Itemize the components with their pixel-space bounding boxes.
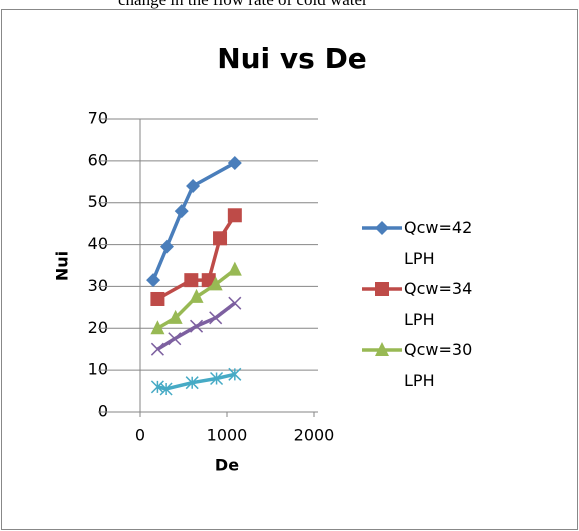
marker <box>146 273 161 288</box>
marker-stroke <box>209 311 223 325</box>
y-tick-label: 0 <box>98 402 108 421</box>
marker <box>159 239 174 254</box>
y-tick-label: 40 <box>88 234 108 253</box>
marker <box>185 376 199 390</box>
marker-stroke <box>210 371 224 386</box>
marker-stroke <box>159 382 173 396</box>
marker <box>189 288 204 303</box>
marker-stroke <box>185 376 199 390</box>
marker <box>150 380 164 394</box>
marker-stroke <box>190 319 204 333</box>
marker <box>184 273 199 288</box>
y-tick-label: 50 <box>88 192 108 211</box>
x-tick-label: 0 <box>135 426 145 445</box>
marker <box>190 319 204 333</box>
legend-label: Qcw=42LPH <box>404 218 473 268</box>
marker <box>159 382 173 396</box>
marker <box>375 342 389 356</box>
y-tick-label: 10 <box>88 360 108 379</box>
x-tick-label: 2000 <box>294 426 335 445</box>
marker <box>227 208 242 223</box>
marker-stroke <box>168 332 182 346</box>
marker <box>375 282 389 296</box>
legend-label: Qcw=30LPH <box>404 340 473 390</box>
x-axis-title: De <box>215 456 239 475</box>
marker-stroke <box>150 380 164 394</box>
legend-label: Qcw=34LPH <box>404 279 473 329</box>
y-tick-label: 20 <box>88 318 108 337</box>
marker <box>168 332 182 346</box>
y-tick-label: 60 <box>88 150 108 169</box>
y-tick-label: 30 <box>88 276 108 295</box>
marker <box>375 221 389 235</box>
marker-stroke <box>228 367 242 381</box>
x-tick-label: 1000 <box>207 426 248 445</box>
marker <box>227 261 242 276</box>
chart-border <box>1 9 578 530</box>
marker <box>150 320 165 335</box>
marker <box>186 178 201 193</box>
marker <box>227 155 242 170</box>
marker <box>208 276 223 291</box>
marker-stroke <box>228 296 242 310</box>
marker <box>168 309 183 324</box>
chart-title: Nui vs De <box>217 42 367 75</box>
marker <box>209 311 223 325</box>
marker <box>228 367 242 381</box>
marker <box>174 204 189 219</box>
marker <box>210 371 224 386</box>
marker <box>150 342 164 356</box>
y-tick-label: 70 <box>88 109 108 128</box>
marker <box>213 231 228 246</box>
y-axis-title: Nui <box>53 251 72 281</box>
marker <box>150 291 165 306</box>
caption: change in the flow rate of cold water <box>118 0 368 9</box>
marker-stroke <box>150 342 164 356</box>
marker <box>228 296 242 310</box>
